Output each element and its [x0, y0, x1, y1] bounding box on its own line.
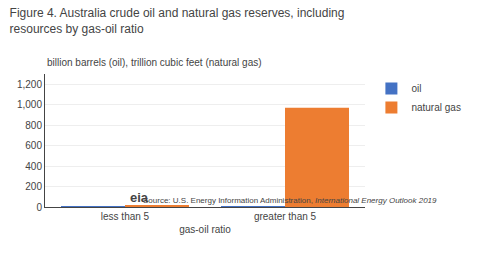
- svg-text:less than 5: less than 5: [101, 211, 150, 222]
- svg-text:gas-oil ratio: gas-oil ratio: [179, 224, 231, 235]
- svg-text:0: 0: [36, 202, 42, 213]
- svg-text:600: 600: [25, 140, 42, 151]
- svg-text:natural gas: natural gas: [411, 102, 460, 113]
- svg-text:800: 800: [25, 120, 42, 131]
- svg-text:200: 200: [25, 181, 42, 192]
- svg-text:Figure 4. Australia crude oil: Figure 4. Australia crude oil and natura…: [10, 6, 345, 36]
- svg-text:400: 400: [25, 161, 42, 172]
- svg-text:1,200: 1,200: [17, 79, 42, 90]
- svg-text:Source: U.S. Energy Informatio: Source: U.S. Energy Information Administ…: [143, 196, 437, 205]
- svg-text:greater than 5: greater than 5: [254, 211, 317, 222]
- svg-text:oil: oil: [411, 83, 421, 94]
- svg-text:1,000: 1,000: [17, 99, 42, 110]
- svg-text:eia: eia: [130, 190, 149, 205]
- svg-text:billion barrels (oil), trillio: billion barrels (oil), trillion cubic fe…: [47, 57, 262, 68]
